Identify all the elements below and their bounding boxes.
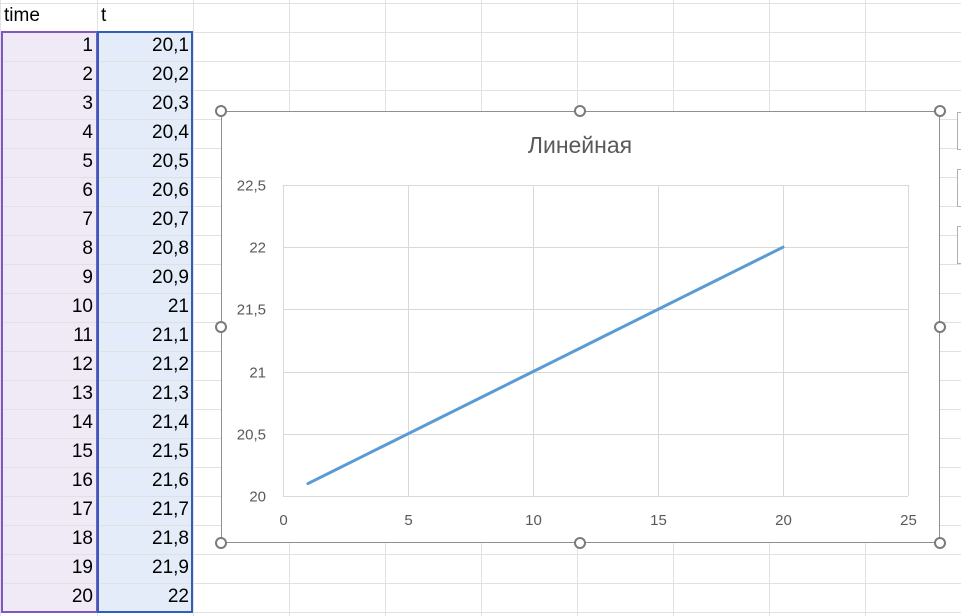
t-cell[interactable]: 21 xyxy=(167,296,189,317)
time-cell[interactable]: 15 xyxy=(71,441,93,462)
time-cell[interactable]: 5 xyxy=(82,151,93,172)
x-axis-tick-labels: 0 5 10 15 20 25 xyxy=(279,512,917,529)
time-cell[interactable]: 10 xyxy=(71,296,93,317)
y-tick-label: 20,5 xyxy=(237,427,266,444)
time-cell[interactable]: 19 xyxy=(71,557,93,578)
time-cell[interactable]: 1 xyxy=(82,35,93,56)
time-cell[interactable]: 6 xyxy=(82,180,93,201)
t-cell[interactable]: 22 xyxy=(167,586,189,607)
time-cell[interactable]: 4 xyxy=(82,122,93,143)
t-cell[interactable]: 20,6 xyxy=(152,180,189,201)
x-tick-label: 0 xyxy=(279,512,287,529)
header-cell[interactable]: t xyxy=(101,5,107,26)
chart-area[interactable]: Линейная 20 20,5 21 21,5 22 22,5 0 5 10 15 20 25 xyxy=(221,111,940,543)
resize-handle-top-right[interactable] xyxy=(934,105,946,117)
data-series[interactable] xyxy=(306,245,785,486)
x-tick-label: 25 xyxy=(900,512,917,529)
time-cell[interactable]: 12 xyxy=(71,354,93,375)
resize-handle-left[interactable] xyxy=(215,321,227,333)
t-cell[interactable]: 20,3 xyxy=(152,93,189,114)
time-cell[interactable]: 9 xyxy=(82,267,93,288)
header-cell[interactable]: time xyxy=(4,5,40,26)
y-tick-label: 21 xyxy=(249,365,266,382)
t-cell[interactable]: 21,8 xyxy=(152,528,189,549)
y-tick-label: 21,5 xyxy=(237,302,266,319)
resize-handle-bottom-left[interactable] xyxy=(215,537,227,549)
time-cell[interactable]: 20 xyxy=(71,586,93,607)
t-cell[interactable]: 21,2 xyxy=(152,354,189,375)
chart-title[interactable]: Линейная xyxy=(528,132,632,158)
t-cell[interactable]: 21,6 xyxy=(152,470,189,491)
t-cell[interactable]: 20,2 xyxy=(152,64,189,85)
t-cell[interactable]: 20,9 xyxy=(152,267,189,288)
y-tick-label: 20 xyxy=(249,489,266,506)
time-cell[interactable]: 8 xyxy=(82,238,93,259)
time-cell[interactable]: 18 xyxy=(71,528,93,549)
resize-handle-bottom-right[interactable] xyxy=(934,537,946,549)
t-cell[interactable]: 20,1 xyxy=(152,35,189,56)
resize-handle-top-left[interactable] xyxy=(215,105,227,117)
chart-gridlines xyxy=(283,185,909,497)
line-chart: Линейная 20 20,5 21 21,5 22 22,5 0 5 10 15 20 25 xyxy=(237,132,917,529)
chart-elements-button[interactable] xyxy=(957,112,961,150)
x-tick-label: 15 xyxy=(650,512,667,529)
t-cell[interactable]: 21,7 xyxy=(152,499,189,520)
y-tick-label: 22,5 xyxy=(237,178,266,195)
time-cell[interactable]: 2 xyxy=(82,64,93,85)
time-cell[interactable]: 17 xyxy=(71,499,93,520)
t-cell[interactable]: 21,1 xyxy=(152,325,189,346)
chart-styles-button[interactable] xyxy=(957,169,961,207)
t-cell[interactable]: 21,9 xyxy=(152,557,189,578)
y-axis-tick-labels: 20 20,5 21 21,5 22 22,5 xyxy=(237,178,266,506)
x-tick-label: 10 xyxy=(525,512,542,529)
t-cell[interactable]: 20,8 xyxy=(152,238,189,259)
selected-range-t-border xyxy=(97,31,193,613)
series-line[interactable] xyxy=(306,245,785,486)
t-cell[interactable]: 20,5 xyxy=(152,151,189,172)
chart-filters-button[interactable] xyxy=(957,226,961,264)
t-cell[interactable]: 21,5 xyxy=(152,441,189,462)
time-cell[interactable]: 3 xyxy=(82,93,93,114)
t-cell[interactable]: 21,4 xyxy=(152,412,189,433)
resize-handle-bottom[interactable] xyxy=(574,537,586,549)
t-cell[interactable]: 20,7 xyxy=(152,209,189,230)
time-cell[interactable]: 11 xyxy=(73,325,93,346)
resize-handle-top[interactable] xyxy=(574,105,586,117)
t-cell[interactable]: 20,4 xyxy=(152,122,189,143)
time-cell[interactable]: 14 xyxy=(71,412,93,433)
resize-handle-right[interactable] xyxy=(934,321,946,333)
y-tick-label: 22 xyxy=(249,240,266,257)
time-cell[interactable]: 13 xyxy=(71,383,93,404)
time-cell[interactable]: 16 xyxy=(71,470,93,491)
t-cell[interactable]: 21,3 xyxy=(152,383,189,404)
x-tick-label: 20 xyxy=(775,512,792,529)
x-tick-label: 5 xyxy=(404,512,412,529)
time-cell[interactable]: 7 xyxy=(82,209,93,230)
